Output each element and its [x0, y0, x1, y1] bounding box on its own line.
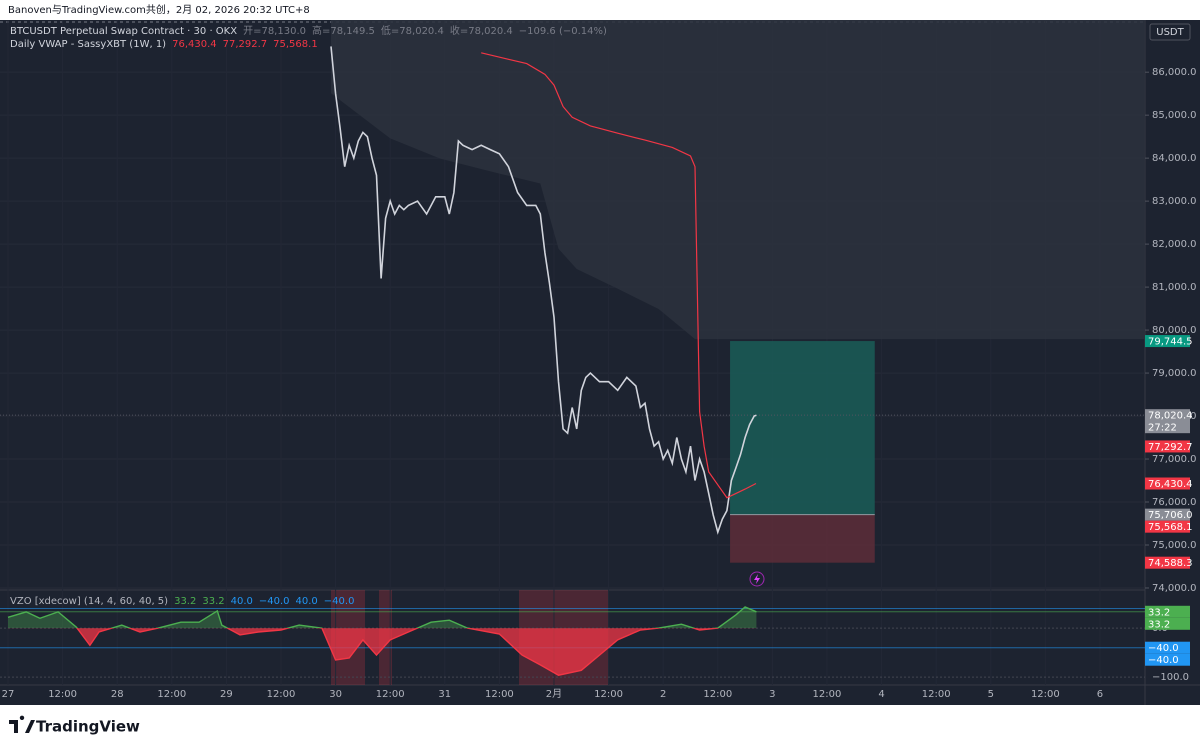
indicator-value: 33.2 [174, 596, 196, 607]
alert-bolt [754, 574, 760, 584]
price-badge-label: 78,020.4 [1148, 411, 1193, 422]
price-badge [1145, 653, 1190, 666]
currency-box [1149, 23, 1191, 41]
price-badge-label: −40.0 [1148, 643, 1179, 654]
y-tick-label: 80,000.0 [1152, 325, 1197, 336]
x-tick-label: 12:00 [485, 689, 514, 700]
price-badge-label: 75,706.0 [1148, 510, 1193, 521]
price-badge-label: 74,588.3 [1148, 558, 1193, 569]
indicator-name: VZO [xdecow] (14, 4, 60, 40, 5) [10, 596, 168, 607]
price-badge [1145, 605, 1190, 618]
y-tick-label: −100.0 [1152, 672, 1189, 683]
price-badge [1145, 477, 1190, 490]
legend-row: VZO [xdecow] (14, 4, 60, 40, 5) 33.2 33.2 4… [10, 596, 354, 607]
x-tick-label: 2月 [546, 688, 562, 700]
indicator-value: 77,292.7 [223, 39, 268, 50]
price-badge [1145, 617, 1190, 630]
price-badge-label: 79,744.5 [1148, 337, 1193, 348]
x-tick-label: 4 [878, 689, 884, 700]
x-tick-label: 12:00 [1031, 689, 1060, 700]
legend-row: Daily VWAP - SassyXBT (1W, 1) 76,430.4 77,… [10, 39, 318, 50]
ohlc-value: 收=78,020.4 [450, 24, 513, 37]
x-tick-label: 12:00 [157, 689, 186, 700]
y-tick-label: 81,000.0 [1152, 282, 1197, 293]
price-badge [1145, 508, 1190, 521]
x-tick-label: 3 [769, 689, 775, 700]
x-tick-label: 12:00 [594, 689, 623, 700]
x-tick-label: 5 [988, 689, 994, 700]
indicator-value: 76,430.4 [172, 39, 217, 50]
price-badge-sub: 27:22 [1148, 423, 1177, 434]
y-tick-label: 82,000.0 [1152, 239, 1197, 250]
position-profit [730, 341, 875, 515]
price-badge [1145, 641, 1190, 654]
x-tick-label: 28 [111, 689, 124, 700]
vwap-line [481, 52, 757, 499]
indicator-value: −40.0 [259, 596, 290, 607]
ohlc-value: 开=78,130.0 [243, 26, 306, 37]
y-tick-label: 76,000.0 [1152, 497, 1197, 508]
indicator-name: Daily VWAP - SassyXBT (1W, 1) [10, 39, 166, 50]
ohlc-value: −109.6 (−0.14%) [519, 26, 607, 37]
line-down [76, 628, 720, 676]
y-tick-label: 84,000.0 [1152, 153, 1197, 164]
x-tick-label: 12:00 [267, 689, 296, 700]
x-tick-label: 30 [329, 689, 342, 700]
y-tick-label: 77,000.0 [1152, 454, 1197, 465]
price-badge-label: 33.2 [1148, 619, 1170, 630]
currency: USDT [1156, 27, 1184, 38]
logo-icon [9, 715, 35, 733]
x-tick-label: 12:00 [48, 689, 77, 700]
x-tick-label: 12:00 [376, 689, 405, 700]
price-badge [1145, 335, 1190, 348]
price-badge [1145, 556, 1190, 569]
price-badge-label: 76,430.4 [1148, 479, 1193, 490]
price-badge-label: 77,292.7 [1148, 442, 1193, 453]
brand-logo: TradingView [9, 715, 140, 736]
area-down [77, 628, 718, 676]
indicator-value: −40.0 [324, 596, 355, 607]
footer [0, 705, 1200, 748]
price-badge [1145, 520, 1190, 533]
ohlc-value: 低=78,020.4 [381, 24, 444, 37]
attribution: Banoven与TradingView.com共创，2月 02, 2026 20… [8, 3, 310, 16]
line-up [7, 606, 757, 629]
x-tick-label: 12:00 [813, 689, 842, 700]
brand: TradingView [36, 718, 140, 736]
price-badge [1145, 440, 1190, 453]
y-tick-label: 79,000.0 [1152, 368, 1197, 379]
x-tick-label: 29 [220, 689, 233, 700]
price-badge-label: −40.0 [1148, 655, 1179, 666]
x-tick-label: 27 [2, 689, 15, 700]
y-tick-label: 83,000.0 [1152, 196, 1197, 207]
symbol: BTCUSDT Perpetual Swap Contract · 30 · O… [10, 26, 237, 37]
price-badge-label: 75,568.1 [1148, 522, 1193, 533]
x-tick-label: 12:00 [922, 689, 951, 700]
position-loss [730, 514, 875, 563]
price-badge [1145, 409, 1190, 434]
x-tick-label: 12:00 [703, 689, 732, 700]
y-tick-label: 75,000.0 [1152, 540, 1197, 551]
alert-icon [749, 571, 765, 587]
y-tick-label: 86,000.0 [1152, 67, 1197, 78]
legend-row: BTCUSDT Perpetual Swap Contract · 30 · O… [10, 24, 607, 37]
x-tick-label: 6 [1097, 689, 1103, 700]
x-tick-label: 31 [438, 689, 451, 700]
y-tick-label: 85,000.0 [1152, 110, 1197, 121]
vwap-band [331, 20, 1145, 340]
x-tick-label: 2 [660, 689, 666, 700]
y-tick-label: 74,000.0 [1152, 583, 1197, 594]
price-line [330, 46, 757, 535]
indicator-value: 75,568.1 [273, 39, 318, 50]
price-badge-label: 33.2 [1148, 607, 1170, 618]
indicator-value: 33.2 [202, 596, 224, 607]
indicator-value: 40.0 [231, 596, 253, 607]
ohlc-value: 高=78,149.5 [312, 24, 375, 37]
indicator-value: 40.0 [296, 596, 318, 607]
